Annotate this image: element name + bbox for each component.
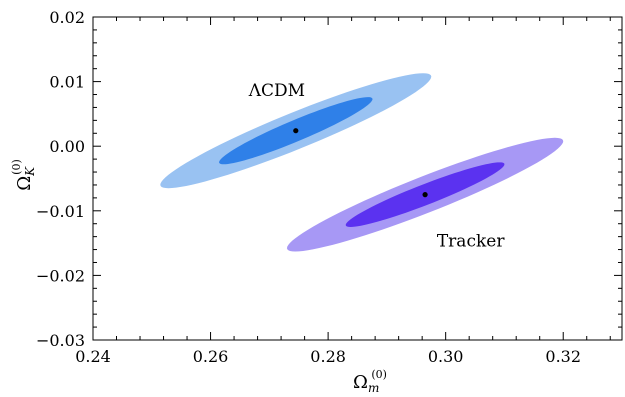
annotation-tracker: Tracker: [437, 231, 505, 251]
x-axis-title-sup: (0): [371, 368, 387, 381]
ticks: [92, 16, 622, 341]
best-fit-layer: [293, 128, 428, 198]
plot-frame: [92, 16, 623, 341]
y-axis-title-sup: (0): [10, 159, 23, 175]
y-tick-label: −0.03: [36, 331, 85, 350]
x-tick-label: 0.24: [75, 347, 111, 366]
tick-labels: 0.24 0.26 0.28 0.30 0.32 −0.03 −0.02 −0.01 0.00 0…: [36, 8, 581, 366]
best-fit-point-lcdm: [293, 128, 299, 134]
y-tick-label: −0.01: [36, 202, 85, 221]
x-tick-label: 0.26: [193, 347, 229, 366]
annotations: ΛCDM Tracker: [248, 81, 506, 252]
x-axis-title-sub: m: [368, 381, 379, 395]
x-tick-label: 0.30: [428, 347, 464, 366]
x-axis-title: Ωm(0): [353, 368, 387, 395]
x-tick-label: 0.28: [310, 347, 346, 366]
x-tick-label: 0.32: [545, 347, 581, 366]
best-fit-point-tracker: [422, 192, 428, 198]
y-tick-label: 0.00: [49, 137, 85, 156]
y-axis-title-main: Ω: [14, 176, 35, 191]
contour-layer: [160, 73, 564, 252]
y-tick-label: −0.02: [36, 266, 85, 285]
y-tick-label: 0.02: [49, 8, 85, 27]
y-axis-title-sub: K: [23, 166, 37, 177]
y-axis-title: ΩK(0): [10, 159, 37, 191]
annotation-lcdm: ΛCDM: [248, 81, 305, 101]
x-axis-title-main: Ω: [353, 372, 368, 393]
y-tick-label: 0.01: [49, 73, 85, 92]
